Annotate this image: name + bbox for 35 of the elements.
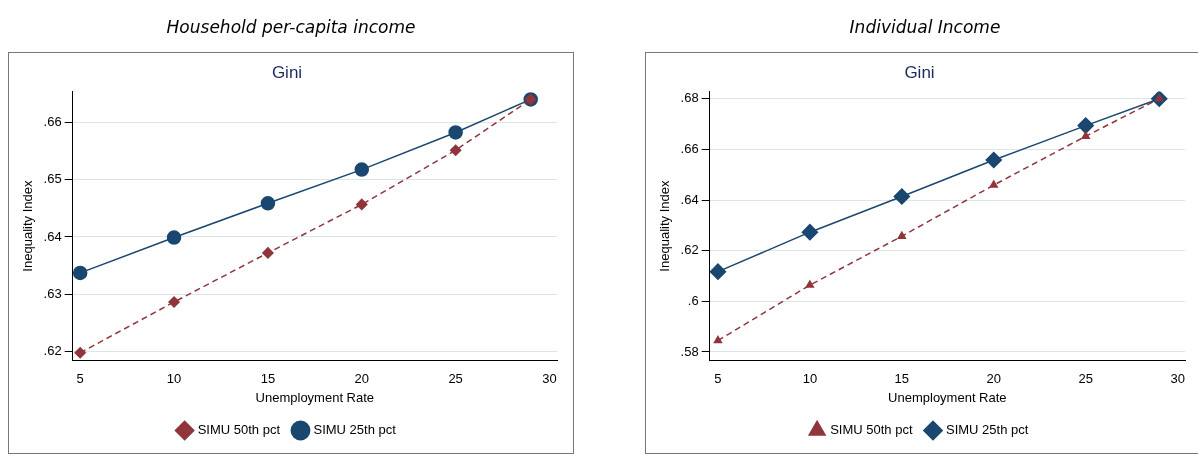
x-tick-label: 25 [448,371,463,387]
x-tick-label: 20 [986,371,1001,387]
y-tick-label: .63 [43,285,62,301]
x-tick-label: 5 [76,371,84,387]
x-tick-label: 15 [894,371,910,387]
x-tick-label: 10 [802,371,818,387]
chart-subtitle: Gini [271,62,303,82]
y-tick-label: .68 [680,90,699,106]
x-tick-label: 30 [1170,371,1185,387]
x-tick-label: 25 [1078,371,1093,387]
legend-label: SIMU 25th pct [313,422,397,438]
y-tick-label: .65 [43,171,62,187]
y-axis-title: Inequality Index [20,180,36,272]
y-tick-label: .6 [687,292,699,308]
y-tick-label: .66 [680,140,699,156]
x-tick-label: 10 [166,371,182,387]
chart-subtitle: Gini [904,62,935,82]
y-tick-label: .64 [43,228,62,244]
y-tick-label: .66 [43,114,62,130]
x-tick-label: 5 [714,371,722,387]
x-tick-label: 20 [354,371,369,387]
x-tick-label: 15 [260,371,276,387]
y-tick-label: .62 [680,242,699,258]
legend-label: SIMU 50th pct [830,422,913,438]
x-axis-title: Unemployment Rate [888,389,1007,405]
legend-label: SIMU 50th pct [197,422,281,438]
y-axis-title: Inequality Index [657,180,673,272]
y-tick-label: .62 [43,342,62,358]
x-tick-label: 30 [542,371,557,387]
y-tick-label: .58 [680,343,699,359]
legend-label: SIMU 25th pct [946,422,1029,438]
chart-title: Household per-capita income [165,16,417,39]
x-axis-title: Unemployment Rate [255,389,375,405]
chart-title: Individual Income [848,16,1002,39]
y-tick-label: .64 [680,191,699,207]
